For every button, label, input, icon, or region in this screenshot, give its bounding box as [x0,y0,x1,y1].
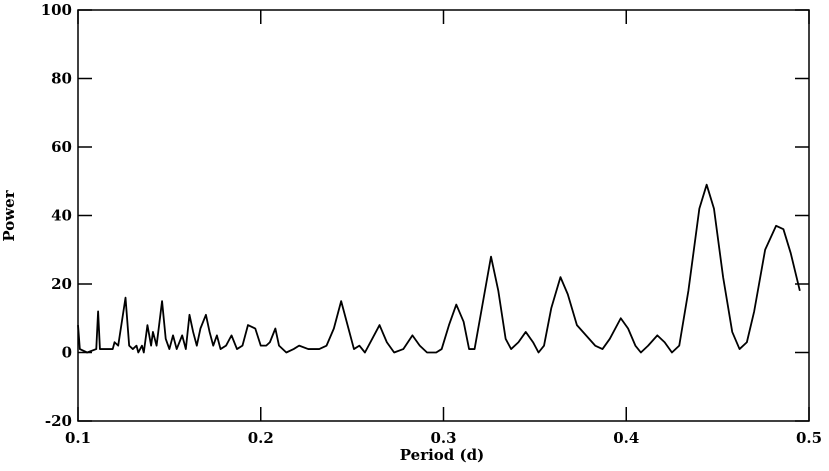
y-tick-label: -20 [45,412,72,430]
data-line [77,183,801,354]
y-tick-label: 100 [41,1,72,19]
y-axis-label: Power [0,189,18,241]
x-tick-label: 0.4 [613,429,639,447]
plot-frame [77,9,810,422]
x-tick-label: 0.2 [248,429,274,447]
y-tick-label: 60 [51,138,72,156]
y-tick-label: 20 [51,275,72,293]
x-tick-label: 0.1 [65,429,91,447]
x-axis-label: Period (d) [400,446,484,464]
x-tick-label: 0.3 [430,429,456,447]
y-tick-label: 40 [51,207,72,225]
x-tick-label: 0.5 [796,429,822,447]
y-tick-label: 80 [51,70,72,88]
y-tick-label: 0 [62,344,72,362]
